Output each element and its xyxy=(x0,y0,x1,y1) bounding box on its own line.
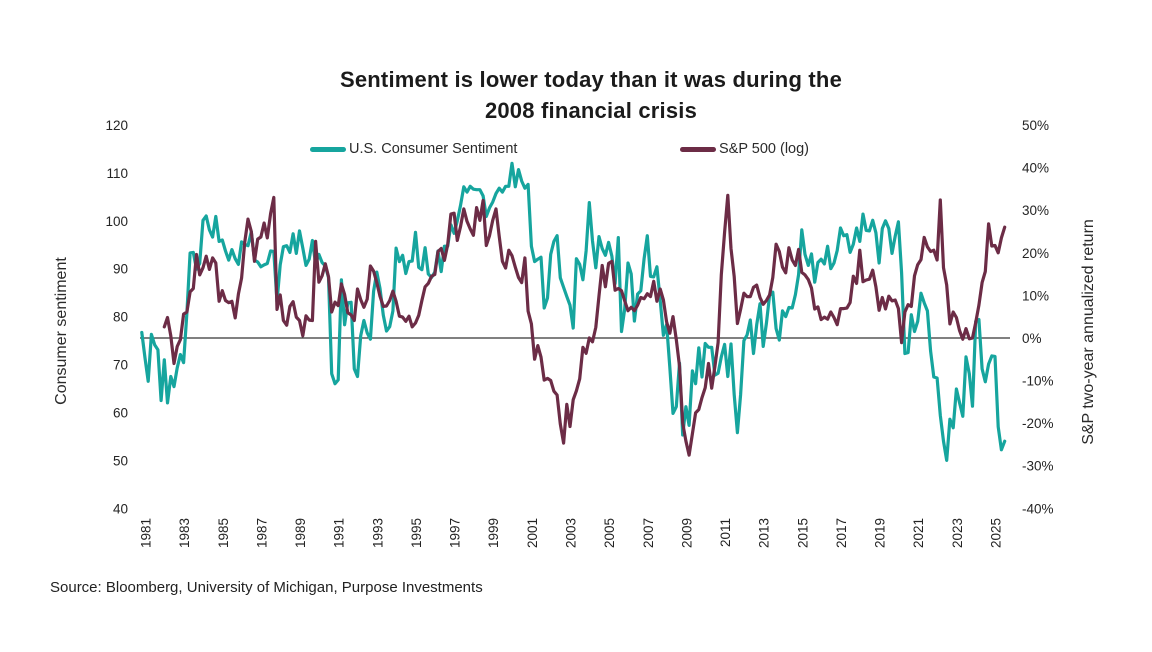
left-axis-tick: 100 xyxy=(105,214,128,229)
x-axis-tick: 2001 xyxy=(525,518,540,548)
sentiment-legend-swatch xyxy=(310,146,346,152)
x-axis-tick: 1993 xyxy=(370,518,385,548)
left-axis-tick: 40 xyxy=(113,501,128,516)
left-axis-tick: 120 xyxy=(105,118,128,133)
x-axis-tick: 2007 xyxy=(641,518,656,548)
x-axis-tick: 1987 xyxy=(254,518,269,548)
left-axis-tick: 80 xyxy=(113,310,128,325)
x-axis-tick: 1983 xyxy=(177,518,192,548)
x-axis-tick: 2009 xyxy=(679,518,694,548)
right-axis-tick: -20% xyxy=(1022,416,1054,431)
x-axis-tick: 1999 xyxy=(486,518,501,548)
legend-item-sentiment: U.S. Consumer Sentiment xyxy=(310,140,517,158)
right-axis-tick: 50% xyxy=(1022,118,1049,133)
x-axis-tick: 1997 xyxy=(448,518,463,548)
legend-item-sp500: S&P 500 (log) xyxy=(680,140,809,158)
x-axis-tick: 1991 xyxy=(332,518,347,548)
chart-title-line1: Sentiment is lower today than it was dur… xyxy=(339,67,842,92)
legend: U.S. Consumer Sentiment S&P 500 (log) xyxy=(0,140,1152,160)
x-axis-tick: 1981 xyxy=(139,518,154,548)
x-axis-tick: 1985 xyxy=(216,518,231,548)
x-axis-tick: 2023 xyxy=(950,518,965,548)
right-axis-tick: 10% xyxy=(1022,288,1049,303)
right-axis-tick: -30% xyxy=(1022,459,1054,474)
right-axis-tick: 0% xyxy=(1022,331,1042,346)
right-axis-tick: 20% xyxy=(1022,246,1049,261)
right-axis-tick: 40% xyxy=(1022,161,1049,176)
x-axis-tick: 1995 xyxy=(409,518,424,548)
left-axis-tick: 110 xyxy=(106,166,128,181)
x-axis-tick: 2011 xyxy=(718,518,733,547)
x-axis-tick: 1989 xyxy=(293,518,308,548)
right-axis-tick: 30% xyxy=(1022,203,1049,218)
x-axis-tick: 2003 xyxy=(563,518,578,548)
x-axis-tick: 2005 xyxy=(602,518,617,548)
x-axis-tick: 2013 xyxy=(757,518,772,548)
sp500-legend-swatch xyxy=(680,146,716,152)
sp500-series-line xyxy=(162,193,1007,457)
left-axis-tick: 50 xyxy=(113,453,128,468)
sentiment-series-line xyxy=(140,161,1007,462)
sentiment-legend-label: U.S. Consumer Sentiment xyxy=(349,141,518,157)
sp500-legend-label: S&P 500 (log) xyxy=(719,141,810,157)
left-axis-tick: 90 xyxy=(113,262,128,277)
x-axis-tick: 2017 xyxy=(834,518,849,548)
chart-title: Sentiment is lower today than it was dur… xyxy=(30,64,1152,126)
x-axis-tick: 2019 xyxy=(873,518,888,548)
source-note: Source: Bloomberg, University of Michiga… xyxy=(50,579,483,596)
right-axis-tick: -40% xyxy=(1022,501,1054,516)
left-axis-tick: 70 xyxy=(113,358,128,373)
left-axis-tick: 60 xyxy=(113,405,128,420)
x-axis-tick: 2025 xyxy=(988,518,1003,548)
x-axis-tick: 2015 xyxy=(795,518,810,548)
right-axis-tick: -10% xyxy=(1022,374,1054,389)
x-axis-tick: 2021 xyxy=(911,518,926,548)
chart-title-line2: 2008 financial crisis xyxy=(484,98,698,123)
